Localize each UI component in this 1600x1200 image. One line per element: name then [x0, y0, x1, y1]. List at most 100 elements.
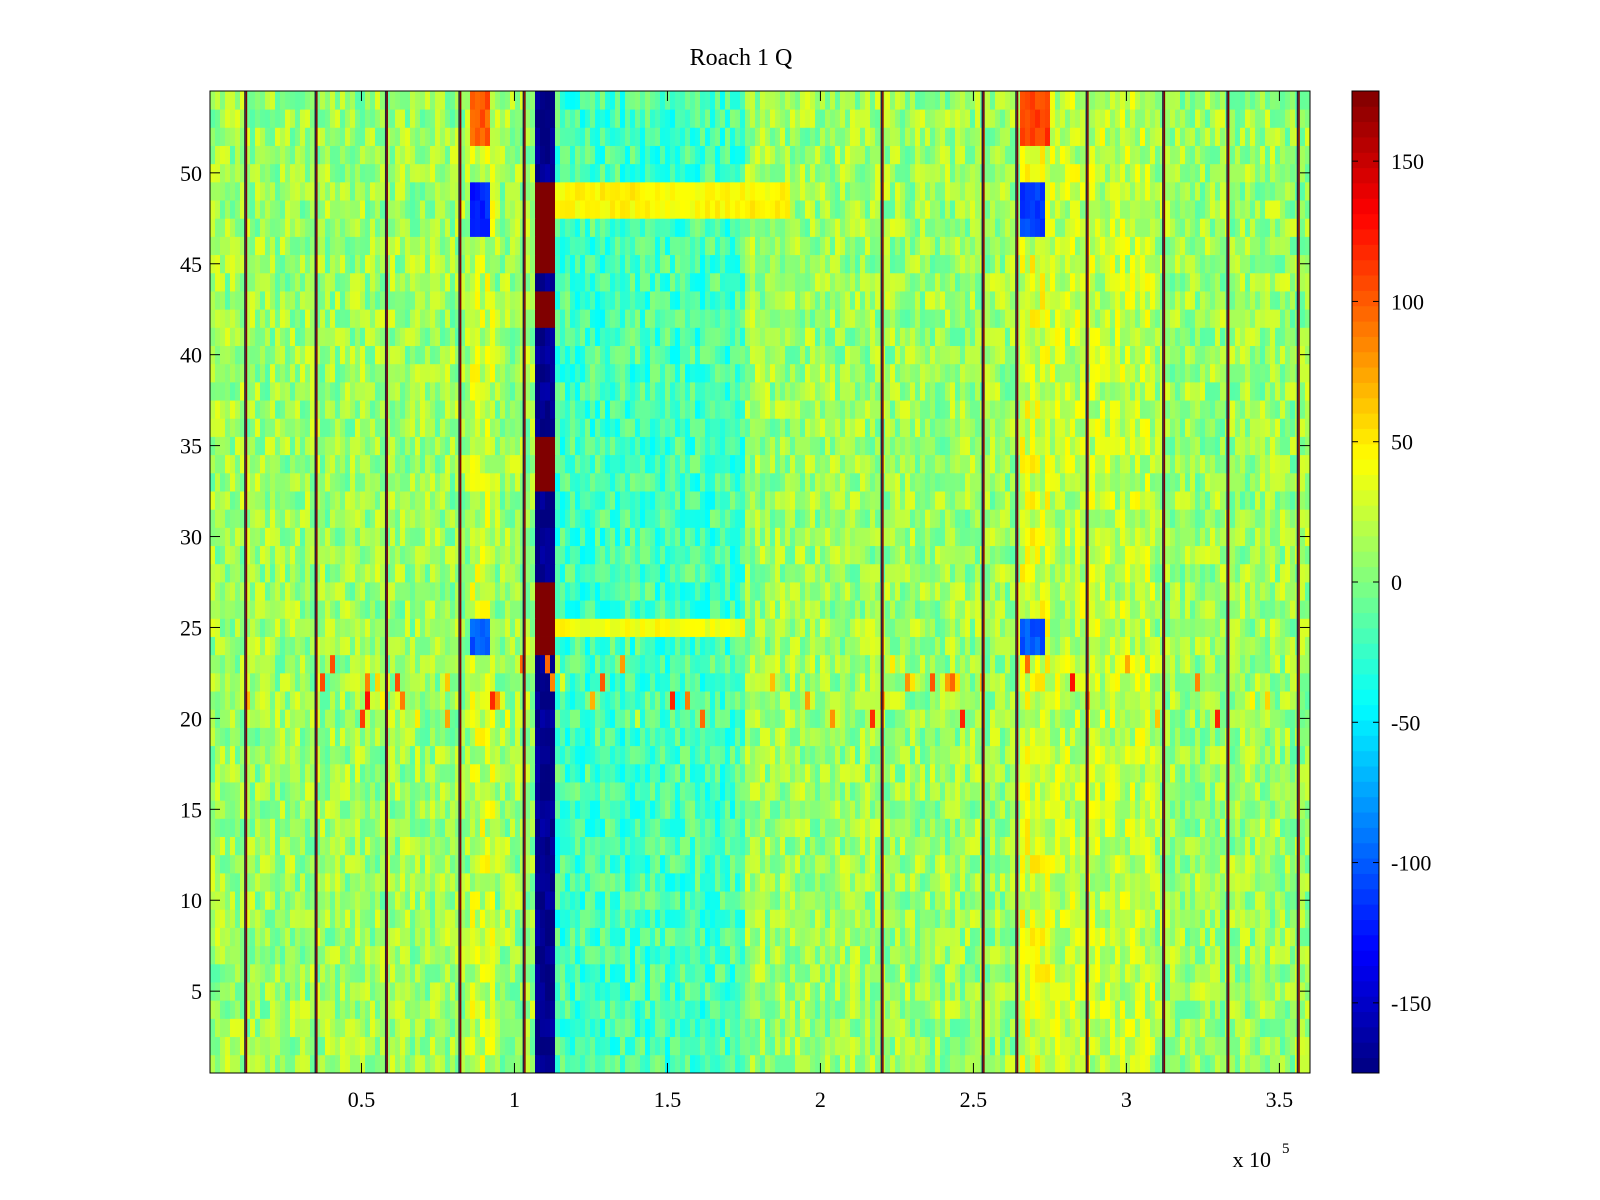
- heatmap-cell: [1185, 854, 1191, 874]
- heatmap-cell: [1045, 1000, 1051, 1019]
- heatmap-cell: [710, 1054, 716, 1074]
- heatmap-cell: [490, 818, 496, 837]
- heatmap-cell: [1030, 1018, 1036, 1038]
- heatmap-cell: [985, 672, 991, 692]
- heatmap-cell: [475, 1036, 481, 1056]
- heatmap-cell: [870, 891, 876, 910]
- heatmap-cell: [1040, 1000, 1046, 1019]
- heatmap-cell: [815, 1054, 821, 1074]
- heatmap-cell: [1095, 836, 1101, 856]
- heatmap-cell: [485, 1018, 491, 1038]
- heatmap-cell: [1110, 891, 1116, 910]
- heatmap-cell: [280, 872, 286, 892]
- heatmap-cell: [320, 745, 326, 765]
- heatmap-cell: [525, 745, 531, 765]
- heatmap-cell: [285, 1036, 291, 1056]
- heatmap-cell: [470, 818, 476, 837]
- heatmap-cell: [865, 1000, 871, 1019]
- heatmap-cell: [975, 927, 981, 947]
- heatmap-cell: [1170, 800, 1176, 819]
- heatmap-cell: [800, 672, 806, 692]
- heatmap-cell: [270, 782, 276, 801]
- heatmap-cell: [605, 691, 611, 710]
- heatmap-cell: [1060, 1036, 1066, 1056]
- heatmap-cell: [1010, 872, 1016, 892]
- heatmap-cell: [495, 672, 501, 692]
- heatmap-cell: [965, 1000, 971, 1019]
- heatmap-cell: [1050, 927, 1056, 947]
- heatmap-cell: [235, 1000, 241, 1019]
- heatmap-cell: [405, 1054, 411, 1074]
- heatmap-cell: [1195, 982, 1201, 1001]
- heatmap-cell: [425, 691, 431, 710]
- heatmap-cell: [475, 691, 481, 710]
- heatmap-cell: [1175, 745, 1181, 765]
- heatmap-cell: [275, 1018, 281, 1038]
- heatmap-cell: [310, 963, 316, 983]
- heatmap-cell: [1140, 800, 1146, 819]
- heatmap-cell: [1020, 691, 1026, 710]
- heatmap-cell: [220, 709, 226, 728]
- heatmap-cell: [315, 1000, 321, 1019]
- heatmap-cell: [1150, 745, 1156, 765]
- heatmap-cell: [1175, 1000, 1181, 1019]
- heatmap-cell: [410, 654, 416, 674]
- heatmap-cell: [530, 1054, 536, 1074]
- heatmap-cell: [220, 854, 226, 874]
- heatmap-cell: [1230, 982, 1236, 1001]
- heatmap-cell: [1210, 909, 1216, 928]
- heatmap-cell: [705, 818, 711, 837]
- heatmap-cell: [1030, 854, 1036, 874]
- heatmap-cell: [920, 745, 926, 765]
- heatmap-cell: [1010, 763, 1016, 783]
- heatmap-cell: [375, 1054, 381, 1074]
- heatmap-cell: [345, 745, 351, 765]
- heatmap-cell: [690, 1054, 696, 1074]
- heatmap-cell: [1090, 800, 1096, 819]
- heatmap-cell: [1095, 800, 1101, 819]
- heatmap-cell: [1110, 782, 1116, 801]
- heatmap-cell: [1245, 927, 1251, 947]
- heatmap-cell: [1065, 818, 1071, 837]
- heatmap-cell: [675, 745, 681, 765]
- heatmap-cell: [1010, 745, 1016, 765]
- heatmap-cell: [775, 709, 781, 728]
- heatmap-cell: [735, 836, 741, 856]
- heatmap-cell: [1215, 909, 1221, 928]
- heatmap-cell: [1200, 909, 1206, 928]
- heatmap-cell: [850, 1018, 856, 1038]
- heatmap-cell: [1130, 1000, 1136, 1019]
- heatmap-cell: [1140, 672, 1146, 692]
- heatmap-cell: [715, 709, 721, 728]
- heatmap-cell: [375, 963, 381, 983]
- heatmap-cell: [730, 891, 736, 910]
- heatmap-cell: [1090, 782, 1096, 801]
- heatmap-cell: [570, 672, 576, 692]
- heatmap-cell: [1265, 763, 1271, 783]
- heatmap-cell: [1235, 963, 1241, 983]
- heatmap-cell: [335, 891, 341, 910]
- heatmap-cell: [1230, 1036, 1236, 1056]
- heatmap-cell: [790, 945, 796, 965]
- heatmap-cell: [500, 945, 506, 965]
- heatmap-cell: [1055, 1000, 1061, 1019]
- heatmap-cell: [830, 745, 836, 765]
- heatmap-cell: [1290, 727, 1296, 747]
- heatmap-cell: [820, 854, 826, 874]
- heatmap-cell: [1120, 745, 1126, 765]
- heatmap-cell: [320, 945, 326, 965]
- heatmap-cell: [270, 927, 276, 947]
- heatmap-cell: [685, 854, 691, 874]
- heatmap-cell: [970, 927, 976, 947]
- heatmap-cell: [745, 672, 751, 692]
- heatmap-cell: [325, 654, 331, 674]
- heatmap-cell: [960, 909, 966, 928]
- heatmap-cell: [540, 691, 546, 710]
- heatmap-cell: [295, 782, 301, 801]
- heatmap-cell: [700, 891, 706, 910]
- heatmap-cell: [760, 691, 766, 710]
- heatmap-cell: [300, 963, 306, 983]
- heatmap-cell: [1285, 1018, 1291, 1038]
- heatmap-cell: [250, 818, 256, 837]
- heatmap-cell: [1040, 891, 1046, 910]
